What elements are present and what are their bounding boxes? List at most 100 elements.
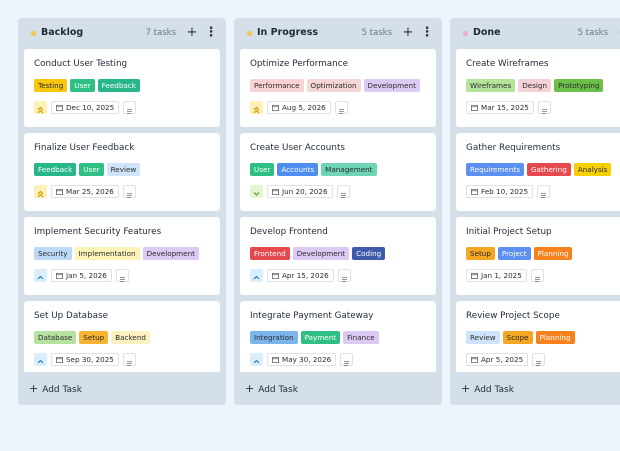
date-text: Dec 10, 2025 bbox=[66, 103, 115, 112]
task-card[interactable]: Review Project Scope Review Scope Planning A… bbox=[456, 301, 620, 372]
due-date: Mar 15, 2025 bbox=[466, 101, 534, 114]
column-title: Done bbox=[473, 27, 501, 38]
notes-button[interactable] bbox=[123, 101, 137, 114]
tag: Setup bbox=[466, 247, 495, 260]
priority-glyph bbox=[37, 190, 44, 198]
task-card[interactable]: Conduct User Testing Testing User Feedback D… bbox=[24, 49, 220, 127]
notes-button[interactable] bbox=[115, 269, 129, 282]
priority-icon bbox=[34, 101, 47, 114]
notes-button[interactable] bbox=[336, 185, 350, 198]
card-title: Set Up Database bbox=[34, 311, 109, 321]
task-card[interactable]: Finalize User Feedback Feedback User Review… bbox=[24, 133, 220, 211]
add-task-button[interactable]: + Add Task bbox=[245, 382, 298, 395]
due-date: Apr 5, 2025 bbox=[466, 353, 529, 366]
due-date: Jan 5, 2026 bbox=[51, 269, 112, 282]
due-date: Dec 10, 2025 bbox=[51, 101, 120, 114]
notes-icon bbox=[344, 361, 350, 366]
notes-icon bbox=[341, 277, 347, 282]
notes-button[interactable] bbox=[334, 101, 348, 114]
card-footer: Sep 30, 2025 bbox=[34, 353, 136, 366]
notes-icon bbox=[536, 361, 542, 366]
notes-button[interactable] bbox=[122, 185, 136, 198]
notes-button[interactable] bbox=[532, 353, 546, 366]
add-button[interactable]: + bbox=[186, 25, 198, 40]
notes-button[interactable] bbox=[537, 185, 551, 198]
more-button[interactable]: ⋮ bbox=[420, 25, 434, 40]
priority-glyph bbox=[37, 275, 44, 280]
date-text: Aug 5, 2026 bbox=[282, 103, 326, 112]
tag: Development bbox=[292, 247, 350, 260]
priority-glyph bbox=[253, 359, 260, 364]
task-card[interactable]: Create User Accounts User Accounts Manageme… bbox=[240, 133, 436, 211]
calendar-icon bbox=[471, 356, 478, 363]
notes-button[interactable] bbox=[337, 269, 351, 282]
task-count: 5 tasks bbox=[577, 28, 608, 38]
add-button[interactable]: + bbox=[617, 24, 620, 42]
priority-icon bbox=[250, 269, 263, 282]
task-card[interactable]: Set Up Database Database Setup Backend Sep 3… bbox=[24, 301, 220, 372]
card-footer: Dec 10, 2025 bbox=[34, 101, 137, 114]
task-card[interactable]: Implement Security Features Security Imple… bbox=[24, 217, 220, 295]
card-title: Review Project Scope bbox=[466, 311, 560, 321]
date-text: Jun 20, 2026 bbox=[282, 187, 328, 196]
tag-list: Feedback User Review bbox=[34, 163, 141, 176]
calendar-icon bbox=[272, 272, 279, 279]
notes-icon bbox=[338, 109, 344, 114]
task-card[interactable]: Create Wireframes Wireframes Design Prototy… bbox=[456, 49, 620, 127]
tag: Planning bbox=[535, 331, 575, 344]
notes-button[interactable] bbox=[340, 353, 354, 366]
task-card[interactable]: Integrate Payment Gateway Integration Paym… bbox=[240, 301, 436, 372]
status-dot bbox=[247, 31, 252, 36]
more-button[interactable]: ⋮ bbox=[204, 25, 218, 40]
tag: Management bbox=[321, 163, 377, 176]
priority-icon bbox=[250, 353, 263, 366]
card-footer: Feb 10, 2025 bbox=[466, 185, 551, 198]
tag: User bbox=[79, 163, 104, 176]
notes-icon bbox=[126, 193, 132, 198]
priority-glyph bbox=[37, 359, 44, 364]
card-title: Integrate Payment Gateway bbox=[250, 311, 374, 321]
tag-list: Review Scope Planning bbox=[466, 331, 575, 344]
column-title: In Progress bbox=[257, 27, 319, 38]
status-dot bbox=[463, 31, 468, 36]
add-task-button[interactable]: + Add Task bbox=[29, 382, 82, 395]
card-title: Conduct User Testing bbox=[34, 59, 128, 69]
card-footer: May 30, 2026 bbox=[250, 353, 354, 366]
card-title: Optimize Performance bbox=[250, 59, 348, 69]
priority-icon bbox=[250, 185, 263, 198]
card-footer: Apr 15, 2026 bbox=[250, 269, 351, 282]
priority-icon bbox=[250, 101, 263, 114]
add-task-button[interactable]: + Add Task bbox=[461, 382, 514, 395]
notes-icon bbox=[126, 361, 132, 366]
task-card[interactable]: Initial Project Setup Setup Project Plannin… bbox=[456, 217, 620, 295]
task-card[interactable]: Optimize Performance Performance Optimizat… bbox=[240, 49, 436, 127]
plus-icon: + bbox=[461, 382, 471, 395]
due-date: Jun 20, 2026 bbox=[267, 185, 333, 198]
tag: Development bbox=[142, 247, 199, 260]
task-card[interactable]: Gather Requirements Requirements Gathering… bbox=[456, 133, 620, 211]
date-text: May 30, 2026 bbox=[282, 355, 332, 364]
tag: Review bbox=[466, 331, 500, 344]
tag: Accounts bbox=[277, 163, 319, 176]
notes-icon bbox=[127, 109, 133, 114]
tag: Planning bbox=[533, 247, 573, 260]
tag-list: Testing User Feedback bbox=[34, 79, 140, 92]
tag: Feedback bbox=[34, 163, 77, 176]
tag: Implementation bbox=[74, 247, 140, 260]
notes-button[interactable] bbox=[530, 269, 544, 282]
calendar-icon bbox=[56, 356, 63, 363]
priority-glyph bbox=[37, 106, 44, 114]
notes-button[interactable] bbox=[122, 353, 136, 366]
tag: Prototyping bbox=[554, 79, 604, 92]
tag: Setup bbox=[79, 331, 109, 344]
add-button[interactable]: + bbox=[402, 25, 414, 40]
calendar-icon bbox=[272, 356, 279, 363]
task-card[interactable]: Develop Frontend Frontend Development Codin… bbox=[240, 217, 436, 295]
notes-button[interactable] bbox=[537, 101, 551, 114]
card-footer: Aug 5, 2026 bbox=[250, 101, 348, 114]
tag: Project bbox=[497, 247, 531, 260]
task-count: 5 tasks bbox=[361, 28, 392, 38]
card-footer: Jan 5, 2026 bbox=[34, 269, 129, 282]
